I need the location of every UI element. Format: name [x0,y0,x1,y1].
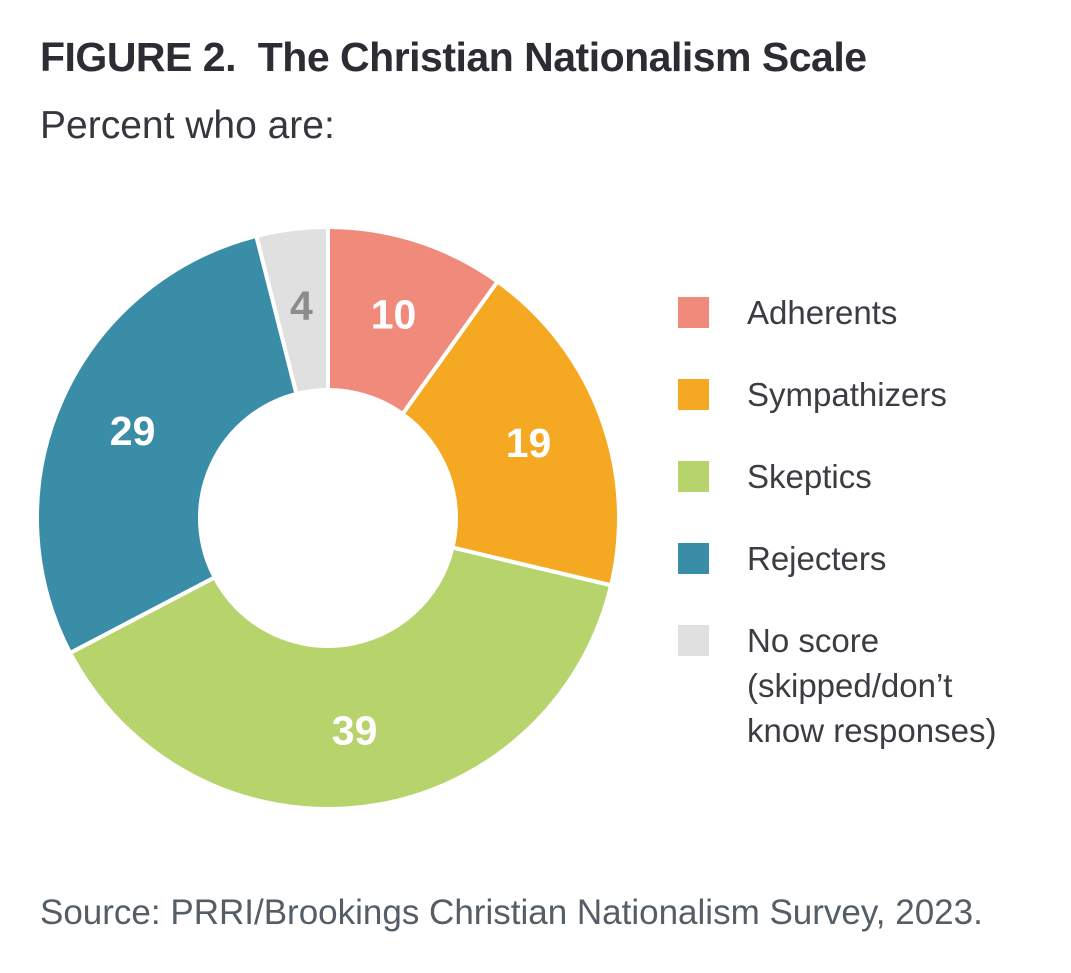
legend-label: Rejecters [747,540,887,577]
donut-chart: 10 19 39 29 4 [28,218,628,818]
donut-slice-1 [399,278,621,588]
legend-label: Skeptics [747,458,872,495]
donut-slice-3 [35,233,299,656]
slice-label-4: 4 [290,283,313,329]
legend-swatch [678,625,709,656]
legend-swatch [678,297,709,328]
figure-title: FIGURE 2. The Christian Nationalism Scal… [40,34,867,80]
legend-item-rejecters: Rejecters [678,540,1008,581]
donut-slice-4 [253,224,330,397]
legend-swatch [678,543,709,574]
slice-label-3: 29 [110,408,156,454]
legend-label: Sympathizers [747,376,947,413]
legend-label: Adherents [747,294,898,331]
legend-swatch [678,379,709,410]
figure-source: Source: PRRI/Brookings Christian Nationa… [40,893,983,932]
legend-label: No score (skipped/don’t know responses) [747,622,997,749]
figure-subtitle: Percent who are: [40,104,335,147]
legend-item-skeptics: Skeptics [678,458,1008,499]
donut-slice-2 [67,545,614,811]
slice-label-0: 10 [371,291,417,337]
donut-svg: 10 19 39 29 4 [35,224,621,811]
slice-label-2: 39 [332,707,378,753]
chart-legend: Adherents Sympathizers Skeptics Rejecter… [678,294,1008,753]
legend-swatch [678,461,709,492]
slice-label-1: 19 [506,420,552,466]
legend-item-adherents: Adherents [678,294,1008,335]
legend-item-no-score: No score (skipped/don’t know responses) [678,622,1008,753]
legend-item-sympathizers: Sympathizers [678,376,1008,417]
